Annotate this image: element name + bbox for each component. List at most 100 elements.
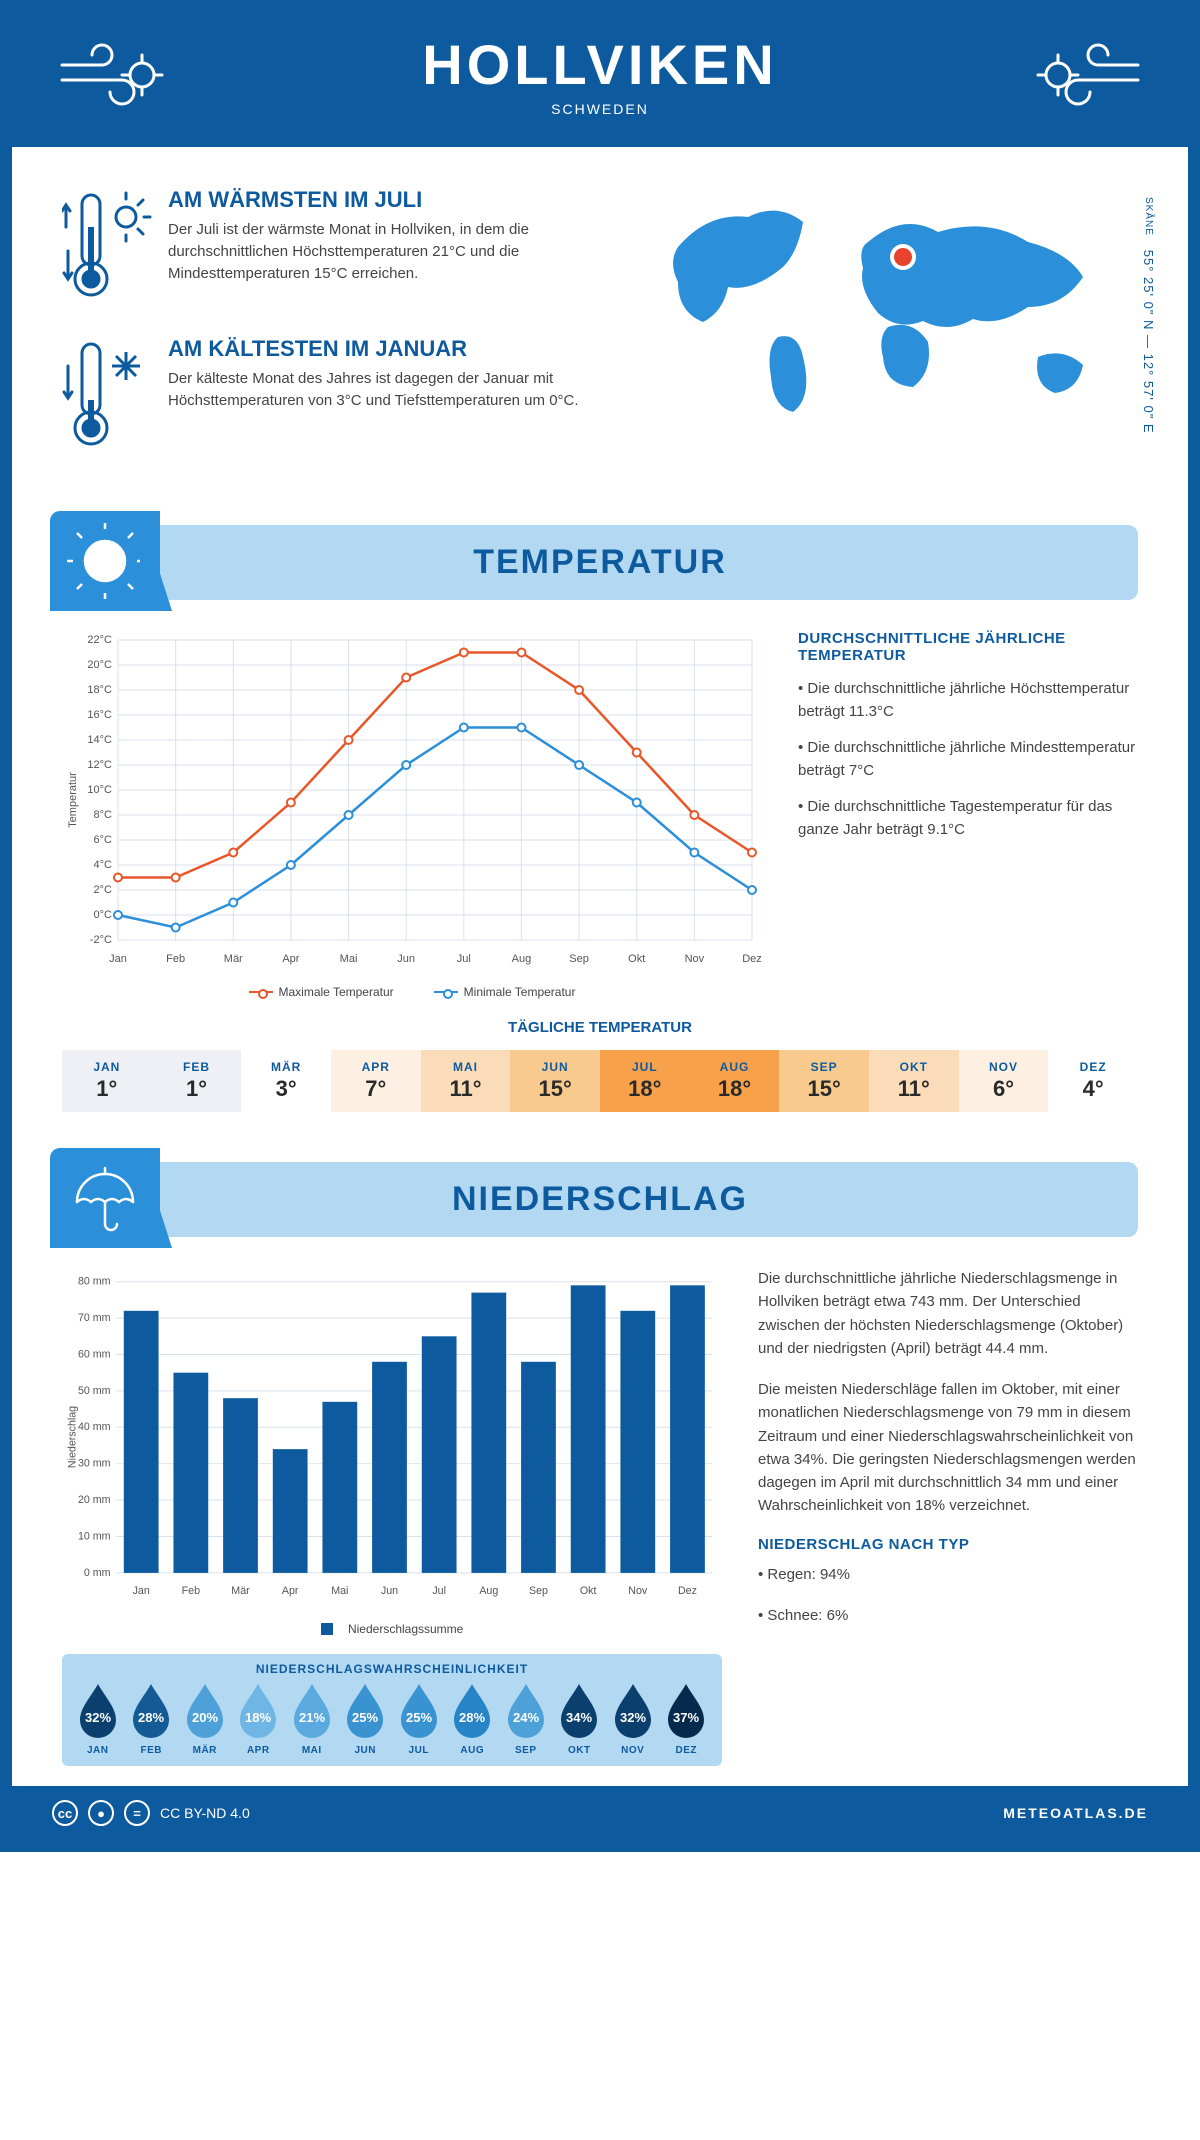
precip-p1: Die durchschnittliche jährliche Niedersc… (758, 1267, 1138, 1360)
daily-cell: JAN1° (62, 1050, 152, 1112)
daily-cell: MÄR3° (241, 1050, 331, 1112)
svg-text:25%: 25% (352, 1710, 378, 1725)
temp-bullet-3: • Die durchschnittliche Tagestemperatur … (798, 796, 1138, 841)
svg-text:Mai: Mai (340, 953, 358, 965)
prob-heading: NIEDERSCHLAGSWAHRSCHEINLICHKEIT (72, 1654, 712, 1680)
svg-text:20%: 20% (192, 1710, 218, 1725)
city-title: HOLLVIKEN (422, 32, 777, 97)
daily-temp-table: TÄGLICHE TEMPERATUR JAN1°FEB1°MÄR3°APR7°… (12, 1019, 1188, 1152)
svg-text:32%: 32% (85, 1710, 111, 1725)
svg-text:20 mm: 20 mm (78, 1494, 111, 1506)
temp-bullet-2: • Die durchschnittliche jährliche Mindes… (798, 737, 1138, 782)
precip-left-column: 0 mm10 mm20 mm30 mm40 mm50 mm60 mm70 mm8… (62, 1267, 722, 1766)
svg-text:10 mm: 10 mm (78, 1530, 111, 1542)
world-map-block: SKÅNE 55° 25' 0" N — 12° 57' 0" E (638, 187, 1138, 485)
svg-text:Apr: Apr (282, 953, 299, 965)
temperature-legend: Maximale Temperatur Minimale Temperatur (62, 985, 762, 999)
svg-text:6°C: 6°C (94, 834, 113, 846)
temperature-banner: TEMPERATUR (62, 525, 1138, 600)
svg-text:Jun: Jun (397, 953, 415, 965)
temp-section-title: TEMPERATUR (62, 543, 1138, 582)
country-subtitle: SCHWEDEN (422, 101, 777, 117)
svg-text:Aug: Aug (512, 953, 532, 965)
warmest-text: Der Juli ist der wärmste Monat in Hollvi… (168, 219, 608, 284)
svg-text:18%: 18% (245, 1710, 271, 1725)
wind-icon-left (52, 35, 172, 115)
intro-section: AM WÄRMSTEN IM JULI Der Juli ist der wär… (12, 147, 1188, 515)
svg-text:28%: 28% (459, 1710, 485, 1725)
precip-prob-drop: 25%JUL (393, 1680, 445, 1756)
svg-text:Sep: Sep (569, 953, 589, 965)
header: HOLLVIKEN SCHWEDEN (12, 12, 1188, 147)
precip-prob-drop: 32%NOV (607, 1680, 659, 1756)
precip-banner: NIEDERSCHLAG (62, 1162, 1138, 1237)
page: HOLLVIKEN SCHWEDEN (0, 0, 1200, 1852)
precip-prob-drop: 25%JUN (340, 1680, 392, 1756)
precip-type-heading: NIEDERSCHLAG NACH TYP (758, 1536, 1138, 1553)
svg-text:Niederschlag: Niederschlag (67, 1406, 79, 1468)
precip-type-2: • Schnee: 6% (758, 1604, 1138, 1627)
daily-cell: JUL18° (600, 1050, 690, 1112)
precip-section-title: NIEDERSCHLAG (62, 1180, 1138, 1219)
svg-text:70 mm: 70 mm (78, 1312, 111, 1324)
license-text: CC BY-ND 4.0 (160, 1805, 250, 1821)
precip-prob-drop: 34%OKT (554, 1680, 606, 1756)
precip-prob-drop: 24%SEP (500, 1680, 552, 1756)
precip-section: 0 mm10 mm20 mm30 mm40 mm50 mm60 mm70 mm8… (12, 1267, 1188, 1786)
svg-text:60 mm: 60 mm (78, 1348, 111, 1360)
nd-icon: = (124, 1800, 150, 1826)
footer: cc ● = CC BY-ND 4.0 METEOATLAS.DE (12, 1786, 1188, 1840)
footer-brand: METEOATLAS.DE (1003, 1805, 1148, 1821)
svg-text:Sep: Sep (529, 1585, 548, 1597)
precip-prob-drop: 28%AUG (447, 1680, 499, 1756)
precip-prob-drop: 37%DEZ (661, 1680, 713, 1756)
svg-text:Mär: Mär (231, 1585, 250, 1597)
daily-cell: AUG18° (690, 1050, 780, 1112)
precip-prob-drop: 21%MAI (286, 1680, 338, 1756)
svg-text:22°C: 22°C (87, 634, 112, 646)
temperature-chart: -2°C0°C2°C4°C6°C8°C10°C12°C14°C16°C18°C2… (62, 630, 762, 999)
svg-text:40 mm: 40 mm (78, 1421, 111, 1433)
daily-cell: OKT11° (869, 1050, 959, 1112)
temp-bullet-1: • Die durchschnittliche jährliche Höchst… (798, 678, 1138, 723)
svg-text:Apr: Apr (282, 1585, 299, 1597)
svg-text:Nov: Nov (685, 953, 705, 965)
svg-text:2°C: 2°C (94, 884, 113, 896)
svg-text:Aug: Aug (479, 1585, 498, 1597)
precip-type-1: • Regen: 94% (758, 1563, 1138, 1586)
coldest-text: Der kälteste Monat des Jahres ist dagege… (168, 368, 608, 412)
coldest-heading: AM KÄLTESTEN IM JANUAR (168, 336, 608, 362)
svg-text:16°C: 16°C (87, 709, 112, 721)
precip-prob-drop: 20%MÄR (179, 1680, 231, 1756)
svg-text:20°C: 20°C (87, 659, 112, 671)
svg-text:8°C: 8°C (94, 809, 113, 821)
daily-cell: SEP15° (779, 1050, 869, 1112)
daily-cell: NOV6° (959, 1050, 1049, 1112)
precip-legend-label: Niederschlagssumme (348, 1622, 463, 1636)
wind-icon-right (1028, 35, 1148, 115)
svg-text:Temperatur: Temperatur (67, 772, 79, 828)
legend-low: Minimale Temperatur (464, 985, 576, 999)
precip-probability-strip: NIEDERSCHLAGSWAHRSCHEINLICHKEIT 32%JAN28… (62, 1654, 722, 1766)
svg-text:32%: 32% (620, 1710, 646, 1725)
temperature-summary: DURCHSCHNITTLICHE JÄHRLICHE TEMPERATUR •… (798, 630, 1138, 999)
daily-cell: MAI11° (421, 1050, 511, 1112)
warmest-heading: AM WÄRMSTEN IM JULI (168, 187, 608, 213)
thermometer-hot-icon (62, 187, 152, 312)
svg-text:Jun: Jun (381, 1585, 398, 1597)
precip-prob-drop: 32%JAN (72, 1680, 124, 1756)
svg-text:10°C: 10°C (87, 784, 112, 796)
svg-text:Jan: Jan (133, 1585, 150, 1597)
temperature-section: -2°C0°C2°C4°C6°C8°C10°C12°C14°C16°C18°C2… (12, 630, 1188, 1019)
cc-icon: cc (52, 1800, 78, 1826)
svg-text:Nov: Nov (628, 1585, 648, 1597)
svg-text:Jan: Jan (109, 953, 127, 965)
svg-text:24%: 24% (513, 1710, 539, 1725)
svg-text:Mär: Mär (224, 953, 243, 965)
svg-text:28%: 28% (138, 1710, 164, 1725)
precip-prob-drop: 28%FEB (126, 1680, 178, 1756)
daily-heading: TÄGLICHE TEMPERATUR (62, 1019, 1138, 1036)
svg-text:12°C: 12°C (87, 759, 112, 771)
daily-cell: JUN15° (510, 1050, 600, 1112)
by-icon: ● (88, 1800, 114, 1826)
